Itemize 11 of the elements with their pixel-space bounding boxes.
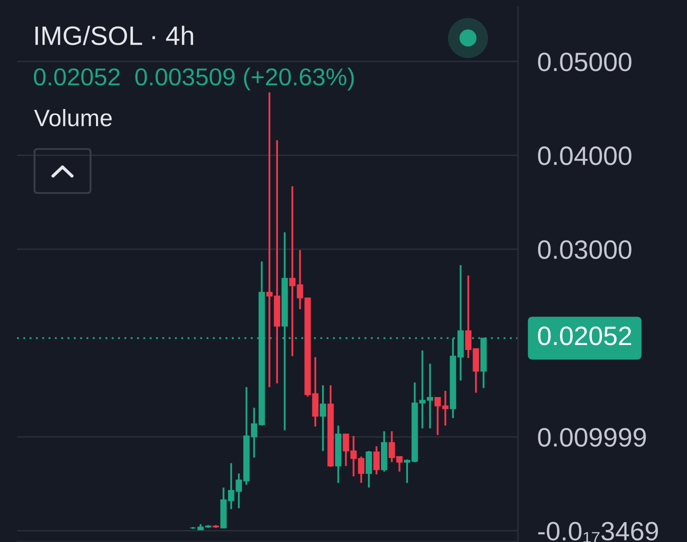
candlestick <box>366 450 372 488</box>
candlestick <box>373 445 380 476</box>
y-tick-label: 0.03000 <box>538 240 632 259</box>
y-tick-label: 0.05000 <box>538 52 632 72</box>
y-tick-label: 0.04000 <box>538 146 632 166</box>
ref-line-label: 0.02052 <box>538 326 632 346</box>
text: IMG/SOL · 4h <box>35 26 194 46</box>
candlestick <box>320 384 326 452</box>
text: 0.02052 0.003509 (+20.63%) <box>34 68 354 90</box>
y-tick-label: 0.009999 <box>538 428 646 447</box>
text: Volume <box>34 108 112 126</box>
